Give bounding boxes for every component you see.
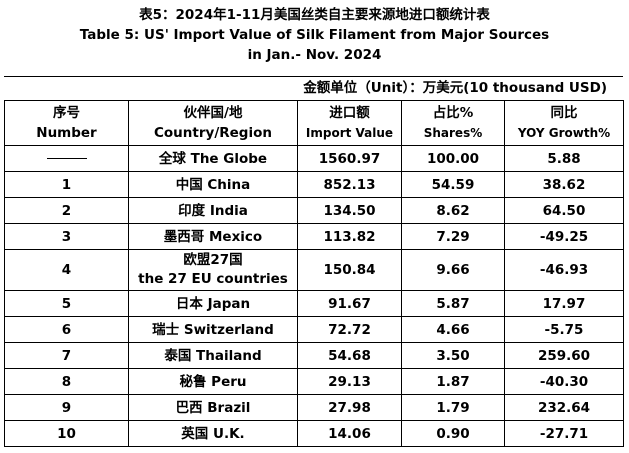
dash-mark xyxy=(46,158,87,159)
header-row: 序号 Number 伙伴国/地 Country/Region 进口额 Impor… xyxy=(4,100,624,146)
row-value: 27.98 xyxy=(297,394,402,421)
row-number: 2 xyxy=(4,197,129,224)
top-rule xyxy=(4,76,623,77)
table-row: 6 瑞士 Switzerland 72.72 4.66 -5.75 xyxy=(4,316,624,343)
row-country: 秘鲁 Peru xyxy=(128,368,298,395)
table-row: 10 英国 U.K. 14.06 0.90 -27.71 xyxy=(4,420,624,447)
row-share: 4.66 xyxy=(401,316,505,343)
row-yoy: -40.30 xyxy=(504,368,624,395)
table-row: 8 秘鲁 Peru 29.13 1.87 -40.30 xyxy=(4,368,624,395)
row-yoy: -5.75 xyxy=(504,316,624,343)
title-period: in Jan.- Nov. 2024 xyxy=(247,47,382,63)
row-value: 113.82 xyxy=(297,223,402,250)
row-share: 100.00 xyxy=(401,145,505,172)
row-country: 印度 India xyxy=(128,197,298,224)
table-row: 3 墨西哥 Mexico 113.82 7.29 -49.25 xyxy=(4,223,624,250)
row-value: 1560.97 xyxy=(297,145,402,172)
header-country: 伙伴国/地 Country/Region xyxy=(128,100,298,146)
row-yoy: 38.62 xyxy=(504,171,624,198)
row-country: 中国 China xyxy=(128,171,298,198)
unit-label: 金额单位（Unit）：万美元(10 thousand USD) xyxy=(303,80,607,96)
row-value: 72.72 xyxy=(297,316,402,343)
row-share: 5.87 xyxy=(401,290,505,317)
table-row: 4 欧盟27国 the 27 EU countries 150.84 9.66 … xyxy=(4,249,624,291)
row-country: 欧盟27国 the 27 EU countries xyxy=(128,249,298,291)
row-number: 4 xyxy=(4,249,129,291)
row-value: 54.68 xyxy=(297,342,402,369)
row-yoy: -27.71 xyxy=(504,420,624,447)
table-row: 9 巴西 Brazil 27.98 1.79 232.64 xyxy=(4,394,624,421)
row-share: 7.29 xyxy=(401,223,505,250)
row-yoy: 232.64 xyxy=(504,394,624,421)
row-value: 29.13 xyxy=(297,368,402,395)
row-country: 巴西 Brazil xyxy=(128,394,298,421)
table-row-globe: 全球 The Globe 1560.97 100.00 5.88 xyxy=(4,145,624,172)
row-share: 3.50 xyxy=(401,342,505,369)
row-country: 泰国 Thailand xyxy=(128,342,298,369)
row-number xyxy=(4,145,129,172)
table-row: 1 中国 China 852.13 54.59 38.62 xyxy=(4,171,624,198)
table-row: 5 日本 Japan 91.67 5.87 17.97 xyxy=(4,290,624,317)
row-yoy: 259.60 xyxy=(504,342,624,369)
row-share: 8.62 xyxy=(401,197,505,224)
row-share: 1.87 xyxy=(401,368,505,395)
row-yoy: -46.93 xyxy=(504,249,624,291)
row-country: 英国 U.K. xyxy=(128,420,298,447)
row-value: 14.06 xyxy=(297,420,402,447)
header-import-value: 进口额 Import Value xyxy=(297,100,402,146)
row-yoy: 5.88 xyxy=(504,145,624,172)
row-value: 91.67 xyxy=(297,290,402,317)
row-country: 瑞士 Switzerland xyxy=(128,316,298,343)
row-yoy: 64.50 xyxy=(504,197,624,224)
row-country: 日本 Japan xyxy=(128,290,298,317)
header-number: 序号 Number xyxy=(4,100,129,146)
row-number: 7 xyxy=(4,342,129,369)
header-shares: 占比% Shares% xyxy=(401,100,505,146)
row-number: 8 xyxy=(4,368,129,395)
row-value: 852.13 xyxy=(297,171,402,198)
import-table: 序号 Number 伙伴国/地 Country/Region 进口额 Impor… xyxy=(4,100,624,447)
row-number: 6 xyxy=(4,316,129,343)
row-share: 9.66 xyxy=(401,249,505,291)
title-chinese: 表5：2024年1-11月美国丝类自主要来源地进口额统计表 xyxy=(139,7,490,23)
row-number: 3 xyxy=(4,223,129,250)
row-number: 5 xyxy=(4,290,129,317)
title-english: Table 5: US' Import Value of Silk Filame… xyxy=(79,27,550,43)
row-share: 54.59 xyxy=(401,171,505,198)
row-number: 9 xyxy=(4,394,129,421)
row-yoy: 17.97 xyxy=(504,290,624,317)
row-country: 全球 The Globe xyxy=(128,145,298,172)
row-yoy: -49.25 xyxy=(504,223,624,250)
row-value: 134.50 xyxy=(297,197,402,224)
row-country: 墨西哥 Mexico xyxy=(128,223,298,250)
row-number: 1 xyxy=(4,171,129,198)
table-row: 2 印度 India 134.50 8.62 64.50 xyxy=(4,197,624,224)
row-value: 150.84 xyxy=(297,249,402,291)
header-yoy: 同比 YOY Growth% xyxy=(504,100,624,146)
table-title: 表5：2024年1-11月美国丝类自主要来源地进口额统计表 Table 5: U… xyxy=(0,0,629,65)
row-share: 1.79 xyxy=(401,394,505,421)
row-number: 10 xyxy=(4,420,129,447)
table-row: 7 泰国 Thailand 54.68 3.50 259.60 xyxy=(4,342,624,369)
row-share: 0.90 xyxy=(401,420,505,447)
